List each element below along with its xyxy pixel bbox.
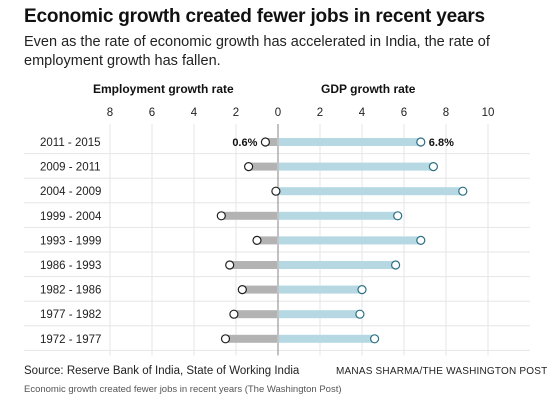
gdp-point (458, 186, 468, 196)
category-label: 1993 - 1999 (40, 235, 101, 247)
gdp-point (393, 211, 403, 221)
gdp-point (416, 137, 426, 147)
gdp-point (370, 334, 380, 344)
gdp-bar (279, 211, 398, 220)
gdp-bar (279, 138, 421, 146)
category-label: 1999 - 2004 (40, 211, 102, 223)
category-label: 1972 - 1977 (40, 334, 101, 346)
employment-panel-title: Employment growth rate (93, 82, 234, 96)
gdp-bar (279, 236, 421, 245)
employment-point (225, 260, 235, 270)
gdp-bar (279, 187, 463, 196)
chart-title: Economic growth created fewer jobs in re… (24, 6, 485, 27)
gdp-panel-title: GDP growth rate (321, 82, 416, 96)
employment-bar (257, 236, 277, 245)
gdp-bar (279, 162, 434, 171)
employment-tick-label: 6 (149, 107, 155, 119)
employment-tick-label: 2 (233, 107, 239, 119)
credit-line: MANAS SHARMA/THE WASHINGTON POST (336, 366, 548, 377)
employment-point (216, 211, 226, 221)
category-label: 1977 - 1982 (40, 309, 101, 321)
gdp-point (416, 235, 426, 245)
employment-bar (221, 211, 277, 220)
category-label: 2011 - 2015 (40, 137, 101, 149)
employment-bar (265, 138, 277, 146)
gdp-point (357, 285, 367, 295)
source-note: Source: Reserve Bank of India, State of … (24, 365, 300, 377)
employment-value-label: 0.6% (232, 137, 257, 149)
employment-tick-label: 4 (191, 107, 198, 119)
gdp-tick-label: 6 (401, 107, 407, 119)
caption: Economic growth created fewer jobs in re… (24, 384, 342, 395)
employment-point (244, 162, 254, 172)
category-label: 2004 - 2009 (40, 186, 101, 198)
employment-bar (233, 310, 277, 319)
gdp-bar (279, 261, 396, 269)
employment-tick-label: 8 (107, 107, 113, 119)
gdp-bar (279, 334, 375, 343)
employment-point (252, 235, 262, 245)
gdp-bar (279, 285, 362, 294)
employment-bar (242, 285, 277, 294)
gdp-tick-label: 2 (317, 107, 323, 119)
gdp-point (391, 260, 401, 270)
gdp-tick-label: 4 (359, 107, 366, 119)
category-label: 1982 - 1986 (40, 285, 101, 297)
employment-tick-label: 0 (275, 107, 281, 119)
chart-subtitle: Even as the rate of economic growth has … (24, 34, 490, 69)
employment-point (260, 137, 270, 147)
employment-point (237, 285, 247, 295)
gdp-tick-label: 8 (443, 107, 449, 119)
employment-point (220, 334, 231, 344)
category-label: 1986 - 1993 (40, 260, 101, 272)
gdp-point (428, 162, 438, 172)
employment-point (229, 309, 239, 319)
gdp-value-label: 6.8% (429, 137, 454, 149)
gdp-point (355, 309, 365, 319)
employment-bar (248, 162, 277, 171)
gdp-tick-label: 10 (482, 107, 495, 119)
category-label: 2009 - 2011 (40, 162, 101, 174)
employment-bar (229, 261, 277, 269)
gdp-bar (279, 310, 360, 319)
employment-point (271, 186, 281, 196)
employment-bar (225, 334, 277, 343)
